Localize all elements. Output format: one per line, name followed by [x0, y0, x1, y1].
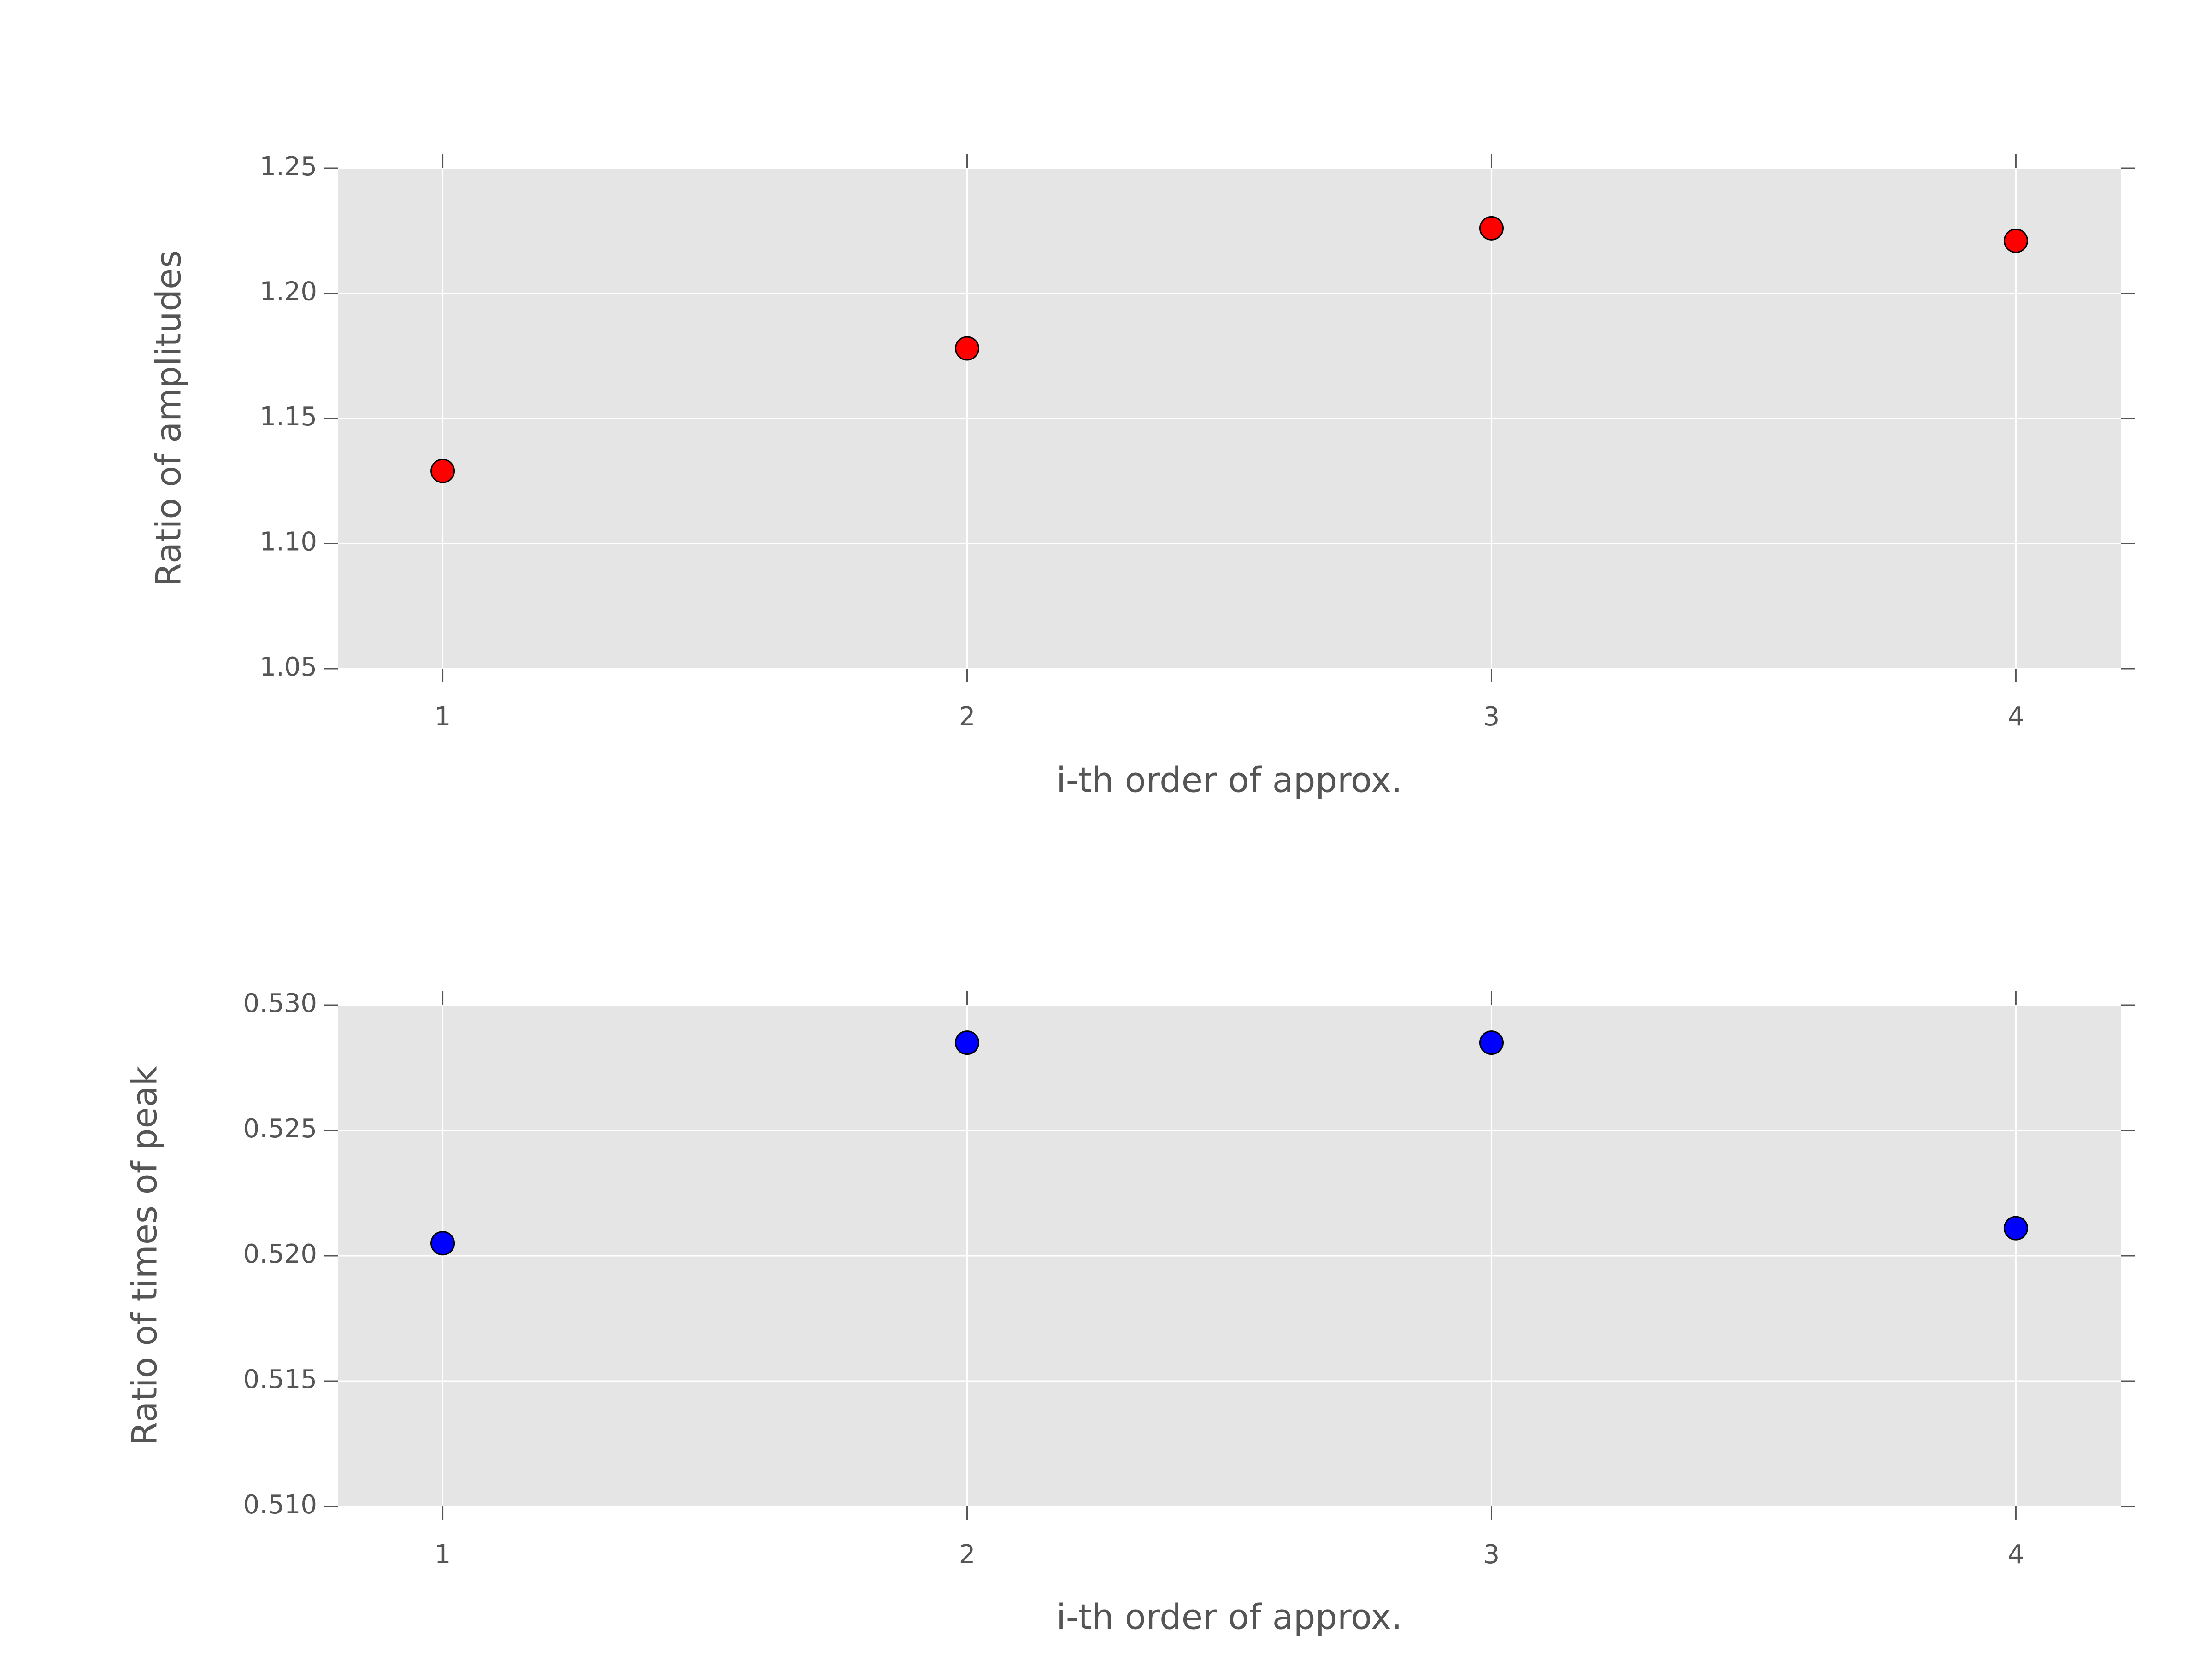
x-tick-label: 1 [435, 1540, 451, 1570]
point [1479, 216, 1504, 241]
x-tick-label: 3 [1483, 1540, 1500, 1570]
point [955, 336, 980, 361]
y-axis-label: Ratio of amplitudes [148, 250, 189, 587]
y-tick-label: 0.530 [243, 988, 317, 1018]
y-tick-label: 0.520 [243, 1239, 317, 1269]
y-axis-label: Ratio of times of peak [124, 1065, 165, 1446]
y-tick-label: 0.515 [243, 1365, 317, 1394]
point [2003, 1216, 2028, 1241]
point [430, 459, 455, 483]
x-tick-label: 1 [435, 702, 451, 732]
y-tick-label: 0.525 [243, 1114, 317, 1144]
y-tick-label: 0.510 [243, 1490, 317, 1520]
point [1479, 1030, 1504, 1055]
x-tick-label: 3 [1483, 702, 1500, 732]
x-tick-label: 2 [959, 1540, 976, 1570]
x-axis-label: i-th order of approx. [1056, 1597, 1402, 1637]
x-tick-label: 2 [959, 702, 976, 732]
point [2003, 228, 2028, 253]
x-axis-label: i-th order of approx. [1056, 760, 1402, 800]
y-tick-label: 1.20 [259, 277, 317, 307]
y-tick-label: 1.10 [259, 527, 317, 557]
y-tick-label: 1.25 [259, 152, 317, 182]
point [430, 1231, 455, 1256]
y-tick-label: 1.15 [259, 402, 317, 432]
x-tick-label: 4 [2008, 1540, 2024, 1570]
x-tick-label: 4 [2008, 702, 2024, 732]
point [955, 1030, 980, 1055]
y-tick-label: 1.05 [259, 652, 317, 682]
